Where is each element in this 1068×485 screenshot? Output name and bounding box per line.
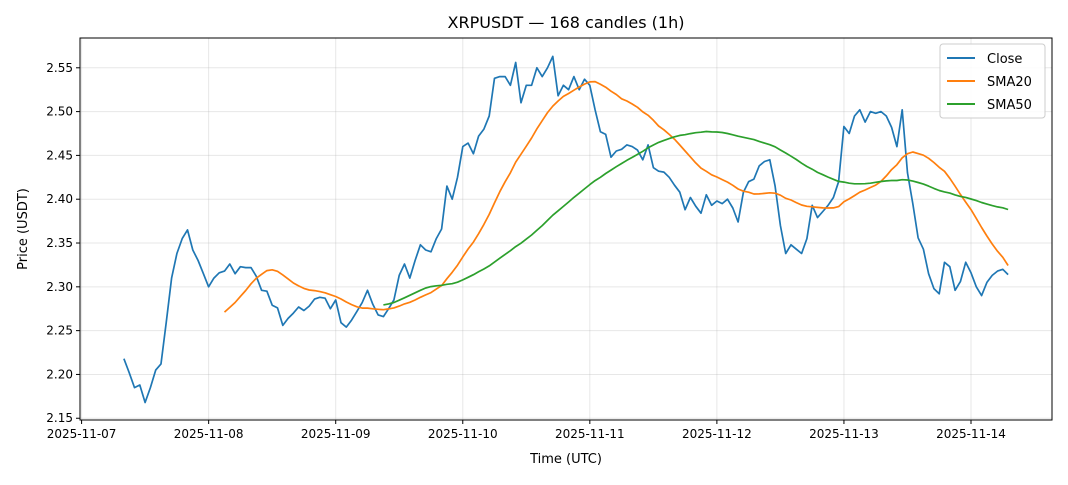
y-tick-label: 2.30: [46, 280, 73, 294]
y-tick-label: 2.55: [46, 61, 73, 75]
y-axis-ticks: 2.15 2.20 2.25 2.30 2.35 2.40 2.45 2.50 2.55: [46, 61, 80, 425]
legend-label-close: Close: [987, 52, 1022, 67]
y-tick-label: 2.40: [46, 192, 73, 206]
x-axis-label: Time (UTC): [529, 452, 602, 467]
x-tick-label: 2025-11-07: [47, 427, 117, 441]
series-line-sma50: [383, 130, 1009, 306]
plot-frame: [79, 37, 1053, 421]
x-tick-label: 2025-11-13: [809, 427, 879, 441]
y-tick-label: 2.25: [46, 324, 73, 338]
legend-label-sma50: SMA50: [987, 98, 1032, 113]
grid: [80, 38, 1052, 420]
legend-label-sma20: SMA20: [987, 75, 1032, 90]
x-tick-label: 2025-11-12: [682, 427, 752, 441]
x-tick-label: 2025-11-14: [936, 427, 1006, 441]
series-line-sma20: [223, 80, 1009, 313]
series-lines: [123, 55, 1009, 404]
y-axis-label: Price (USDT): [16, 188, 31, 270]
x-axis-ticks: 2025-11-07 2025-11-08 2025-11-09 2025-11-10…: [47, 420, 1006, 441]
y-tick-label: 2.35: [46, 236, 73, 250]
chart-title: XRPUSDT — 168 candles (1h): [448, 13, 685, 32]
x-tick-label: 2025-11-09: [301, 427, 371, 441]
x-tick-label: 2025-11-08: [174, 427, 244, 441]
x-tick-label: 2025-11-11: [555, 427, 625, 441]
legend: Close SMA20 SMA50: [939, 43, 1046, 119]
legend-box: [939, 43, 1046, 119]
y-tick-label: 2.50: [46, 105, 73, 119]
y-tick-label: 2.45: [46, 148, 73, 162]
y-tick-label: 2.15: [46, 411, 73, 425]
x-tick-label: 2025-11-10: [428, 427, 498, 441]
series-line-close: [123, 55, 1009, 404]
y-tick-label: 2.20: [46, 367, 73, 381]
